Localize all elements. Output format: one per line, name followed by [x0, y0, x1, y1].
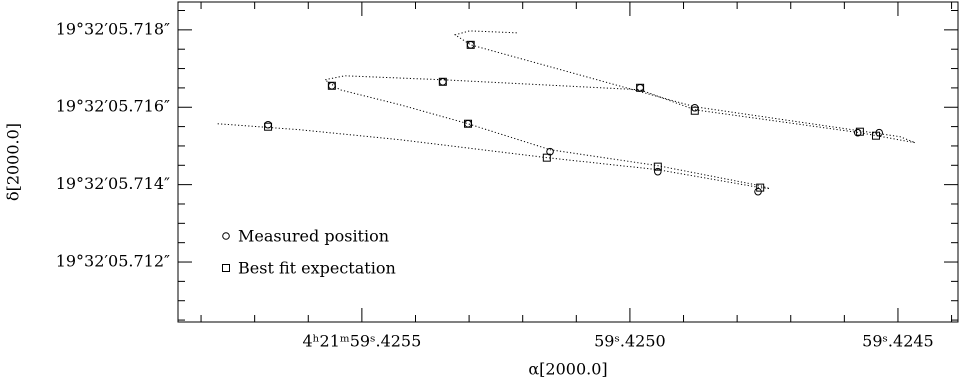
legend-marker	[222, 232, 230, 240]
x-tick-label: 59ˢ.4245	[862, 332, 934, 351]
fit-point	[327, 81, 336, 90]
measured-point	[653, 167, 662, 176]
fit-point	[690, 106, 699, 115]
fit-trajectory	[217, 30, 916, 190]
measured-point	[636, 83, 644, 92]
plot-frame	[177, 1, 959, 323]
measured-point	[464, 119, 472, 128]
fit-point	[264, 122, 273, 131]
measured-point	[754, 187, 762, 196]
measured-point	[264, 120, 272, 129]
x-tick-label: 4ʰ21ᵐ59ˢ.4255	[302, 332, 421, 351]
legend-marker	[222, 264, 230, 272]
y-tick-label: 19°32′05.718″	[56, 19, 170, 38]
y-tick-label: 19°32′05.716″	[56, 97, 170, 116]
measured-point	[439, 77, 447, 86]
measured-point	[690, 103, 699, 112]
y-tick-label: 19°32′05.714″	[56, 174, 170, 193]
fit-point	[871, 131, 880, 140]
fit-point	[653, 162, 662, 171]
x-tick-label: 59ˢ.4250	[594, 332, 666, 351]
fit-point	[636, 83, 645, 92]
measured-point	[853, 128, 862, 137]
y-axis-label: δ[2000.0]	[4, 123, 23, 201]
measured-point	[328, 81, 336, 90]
measured-point	[466, 41, 475, 49]
legend-label: Measured position	[238, 227, 389, 246]
x-axis-label: α[2000.0]	[528, 360, 607, 379]
fit-point	[464, 119, 473, 128]
fit-point	[466, 40, 475, 49]
legend-label: Best fit expectation	[238, 259, 396, 278]
fit-point	[756, 183, 765, 192]
fit-point	[542, 153, 551, 162]
y-tick-label: 19°32′05.712″	[56, 252, 170, 271]
fit-point	[438, 77, 447, 86]
fit-point	[855, 127, 864, 136]
